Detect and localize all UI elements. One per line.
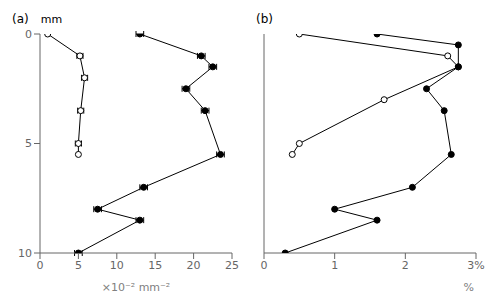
svg-text:5: 5 [25, 137, 32, 150]
svg-text:25: 25 [225, 259, 239, 272]
svg-text:15: 15 [148, 259, 162, 272]
svg-text:1: 1 [331, 259, 338, 272]
svg-text:0: 0 [37, 259, 44, 272]
svg-text:×10⁻² mm⁻²: ×10⁻² mm⁻² [102, 281, 171, 293]
svg-text:3%: 3% [467, 259, 484, 272]
svg-text:20: 20 [187, 259, 201, 272]
svg-text:%: % [464, 281, 474, 293]
svg-text:0: 0 [25, 28, 32, 41]
svg-text:2: 2 [402, 259, 409, 272]
svg-text:0: 0 [261, 259, 268, 272]
html-text:(a): (a) [12, 12, 29, 26]
svg-text:5: 5 [75, 259, 82, 272]
html-text:mm: mm [40, 13, 63, 26]
svg-text:10: 10 [18, 247, 32, 260]
svg-text:10: 10 [110, 259, 124, 272]
html-text:(b): (b) [256, 12, 273, 26]
